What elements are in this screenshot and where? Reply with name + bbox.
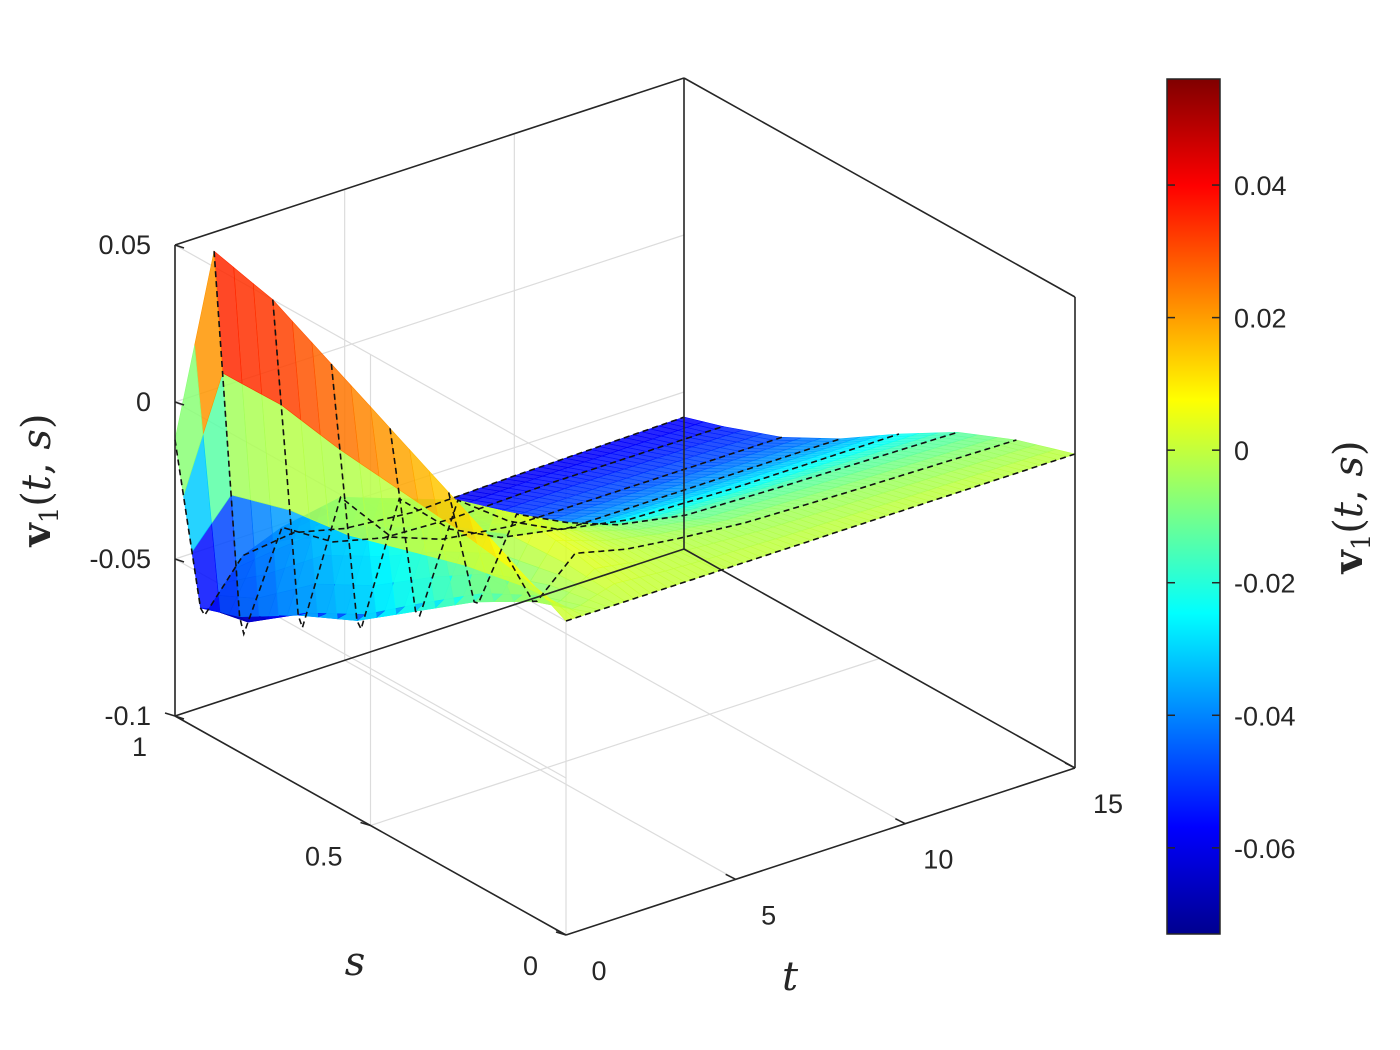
colorbar (1166, 78, 1221, 935)
colorbar-tick-label: 0 (1234, 436, 1249, 466)
x-tick-label: 5 (761, 900, 776, 930)
contour-line (330, 363, 841, 632)
y-axis-label: s (345, 939, 366, 985)
y-tick-label: 0.5 (305, 842, 343, 872)
axis-edge (174, 77, 685, 246)
colorbar-tick-label: -0.02 (1234, 569, 1296, 599)
contour-line (506, 439, 1017, 603)
x-tick-mark (725, 873, 737, 881)
x-axis-ticks: 0 5 10 15 (555, 762, 1123, 986)
x-tick-label: 0 (591, 956, 606, 986)
y-axis-ticks: 00.51 (132, 712, 567, 981)
y-tick-label: 0 (523, 951, 538, 981)
axis-edge (683, 77, 1076, 298)
x-tick-mark (555, 929, 567, 936)
z-axis-ticks: -0.1 -0.05 0 0.05 (89, 230, 185, 731)
z-tick-mark (174, 715, 185, 720)
colorbar-tick-label: -0.04 (1234, 701, 1296, 731)
x-tick-label: 15 (1093, 789, 1123, 819)
contour-line (447, 431, 958, 605)
z-axis-label: v1(t, s) (13, 413, 65, 547)
surface (174, 250, 1077, 623)
colorbar-label: v1(t, s) (1325, 440, 1377, 574)
axis-edge (174, 548, 685, 717)
x-axis-label: t (782, 954, 799, 1000)
x-tick-mark (894, 817, 906, 825)
axis-edge (565, 767, 1076, 936)
z-tick-label: -0.1 (104, 701, 151, 731)
surface-patch (174, 345, 204, 496)
axis-edge (683, 548, 1076, 769)
colorbar-ticks: -0.06 -0.04 -0.02 0 0.02 0.04 (1167, 171, 1296, 864)
z-tick-mark (174, 558, 185, 563)
contour-lines (174, 251, 1076, 637)
grid-line (370, 657, 880, 827)
z-tick-label: -0.05 (89, 544, 151, 574)
contour-line (174, 416, 685, 617)
colorbar-tick-label: 0.02 (1234, 304, 1287, 334)
z-tick-mark (174, 401, 185, 406)
contour-line (389, 428, 900, 618)
y-tick-mark (164, 712, 176, 717)
z-tick-label: 0.05 (98, 230, 151, 260)
z-tick-label: 0 (136, 387, 151, 417)
colorbar-tick-label: 0.04 (1234, 171, 1287, 201)
contour-line (213, 251, 724, 637)
y-tick-mark (360, 821, 371, 827)
y-tick-label: 1 (132, 732, 147, 762)
x-tick-mark (1064, 762, 1076, 769)
axes-box (174, 77, 1076, 936)
colorbar-tick-label: -0.06 (1234, 834, 1296, 864)
z-tick-mark (174, 244, 185, 249)
x-tick-label: 10 (923, 845, 953, 875)
